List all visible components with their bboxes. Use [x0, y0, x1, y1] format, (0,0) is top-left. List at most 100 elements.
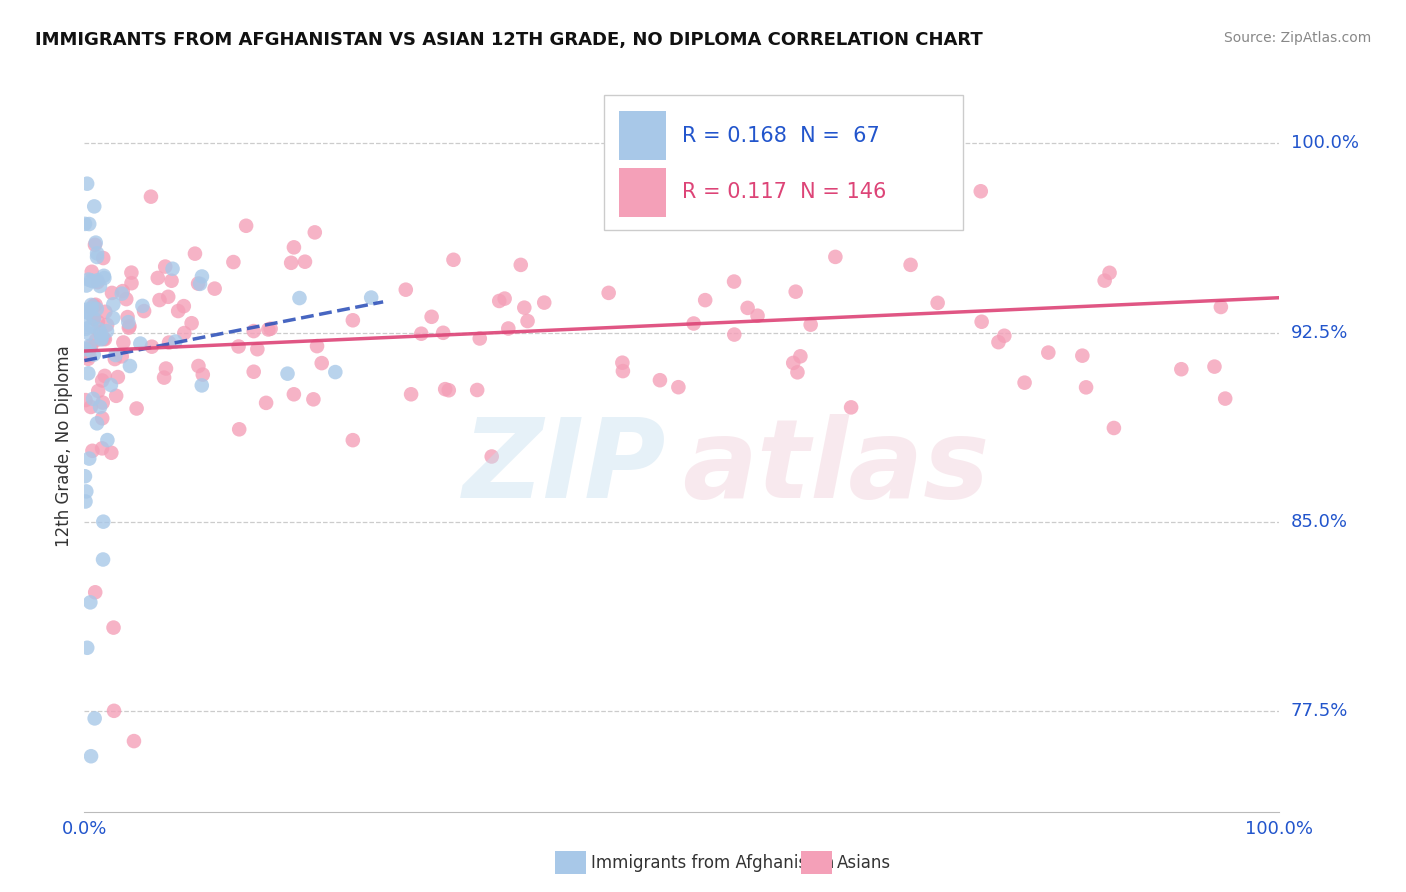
Point: [399, 387, 422, 401]
Point: [824, 250, 846, 264]
Point: [87, 315, 110, 329]
Point: [111, 286, 134, 301]
Point: [1102, 421, 1125, 435]
Point: [728, 184, 751, 198]
Point: [89, 279, 111, 293]
Point: [76, 302, 98, 317]
Point: [889, 194, 911, 209]
Point: [173, 299, 195, 313]
Point: [228, 422, 250, 436]
Point: [80, 319, 103, 334]
Point: [112, 335, 135, 350]
Point: [283, 240, 305, 254]
Point: [93, 332, 115, 346]
Point: [86, 417, 108, 431]
Point: [94, 368, 117, 383]
Point: [122, 734, 145, 748]
Point: [73, 342, 96, 356]
Point: [117, 315, 139, 329]
Point: [118, 359, 141, 373]
Point: [437, 383, 460, 397]
Point: [786, 365, 808, 379]
Point: [191, 269, 214, 284]
Point: [180, 316, 202, 330]
Point: [107, 370, 129, 384]
Point: [84, 585, 107, 599]
Point: [104, 348, 127, 362]
Point: [280, 256, 302, 270]
Point: [288, 291, 311, 305]
Point: [121, 276, 143, 290]
Point: [80, 265, 103, 279]
Point: [927, 296, 949, 310]
Point: [77, 326, 100, 341]
Point: [191, 368, 214, 382]
Y-axis label: 12th Grade, No Diploma: 12th Grade, No Diploma: [55, 345, 73, 547]
Point: [695, 293, 717, 307]
Point: [242, 324, 264, 338]
Point: [91, 395, 114, 409]
Point: [188, 277, 211, 291]
Point: [77, 367, 100, 381]
Point: [80, 749, 103, 764]
Text: 92.5%: 92.5%: [1291, 324, 1348, 342]
Point: [90, 331, 112, 345]
Point: [165, 334, 187, 349]
Point: [129, 336, 152, 351]
Point: [987, 335, 1010, 350]
Point: [141, 340, 163, 354]
Point: [93, 268, 115, 283]
Point: [84, 298, 107, 312]
Point: [187, 359, 209, 373]
Point: [84, 237, 107, 252]
Point: [513, 301, 536, 315]
Point: [283, 387, 305, 401]
Point: [75, 322, 97, 336]
Point: [360, 291, 382, 305]
Text: Source: ZipAtlas.com: Source: ZipAtlas.com: [1223, 31, 1371, 45]
Point: [115, 292, 138, 306]
Point: [254, 396, 277, 410]
Point: [235, 219, 257, 233]
Point: [191, 378, 214, 392]
Point: [84, 333, 107, 347]
Point: [132, 304, 155, 318]
Text: R = 0.168  N =  67: R = 0.168 N = 67: [682, 126, 880, 145]
Point: [494, 292, 516, 306]
Point: [1213, 392, 1236, 406]
Point: [90, 332, 112, 346]
Point: [118, 320, 141, 334]
Point: [420, 310, 443, 324]
Point: [305, 339, 328, 353]
Point: [1098, 266, 1121, 280]
Point: [222, 255, 245, 269]
Point: [77, 272, 100, 286]
FancyBboxPatch shape: [619, 112, 666, 160]
Point: [96, 324, 118, 338]
Point: [77, 343, 100, 357]
Text: 85.0%: 85.0%: [1291, 513, 1347, 531]
Point: [1209, 300, 1232, 314]
Point: [117, 310, 139, 324]
Point: [76, 305, 98, 319]
Point: [103, 704, 125, 718]
Point: [498, 321, 520, 335]
Point: [851, 179, 873, 194]
Point: [91, 251, 114, 265]
Point: [648, 373, 671, 387]
Point: [1071, 349, 1094, 363]
Point: [100, 446, 122, 460]
Point: [83, 711, 105, 725]
Point: [89, 326, 111, 340]
Point: [91, 411, 114, 425]
Point: [800, 318, 823, 332]
Point: [93, 271, 115, 285]
Point: [75, 278, 97, 293]
Point: [411, 326, 433, 341]
Point: [1074, 380, 1097, 394]
Point: [785, 285, 807, 299]
Point: [79, 595, 101, 609]
Text: IMMIGRANTS FROM AFGHANISTAN VS ASIAN 12TH GRADE, NO DIPLOMA CORRELATION CHART: IMMIGRANTS FROM AFGHANISTAN VS ASIAN 12T…: [35, 31, 983, 49]
Point: [1014, 376, 1036, 390]
Point: [257, 322, 280, 336]
